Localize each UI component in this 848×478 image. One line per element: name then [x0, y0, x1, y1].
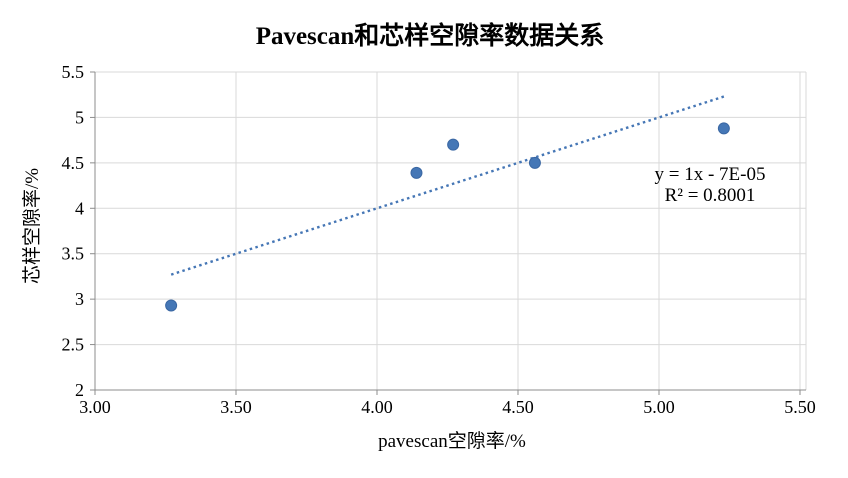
x-tick-label: 5.00 [643, 397, 675, 417]
y-tick-label: 2 [75, 380, 84, 400]
data-point-marker [410, 166, 423, 179]
x-axis-title: pavescan空隙率/% [378, 430, 526, 452]
x-tick-label: 3.00 [79, 397, 111, 417]
trendline-r-squared: R² = 0.8001 [665, 185, 756, 206]
data-point-marker [165, 299, 178, 312]
y-tick-label: 5.5 [62, 62, 85, 82]
y-tick-label: 4.5 [62, 153, 85, 173]
data-point-marker [528, 156, 541, 169]
y-axis-title: 芯样空隙率/% [21, 168, 43, 284]
y-tick-label: 3 [75, 289, 84, 309]
x-tick-label: 3.50 [220, 397, 252, 417]
trendline-equation: y = 1x - 7E-05 [655, 164, 766, 185]
y-tick-label: 4 [75, 198, 84, 218]
trendline [170, 95, 725, 276]
y-tick-label: 2.5 [62, 335, 85, 355]
y-tick-label: 3.5 [62, 244, 85, 264]
data-point-marker [447, 138, 460, 151]
x-tick-label: 4.00 [361, 397, 393, 417]
x-tick-label: 4.50 [502, 397, 534, 417]
data-point-marker [717, 122, 730, 135]
x-tick-label: 5.50 [784, 397, 816, 417]
chart-title: Pavescan和芯样空隙率数据关系 [256, 21, 605, 50]
plot-area: 2 2.5 3 3.5 4 4.5 5 5.5 3.00 3.50 4.00 4.50 5.00 5.50 [62, 62, 816, 417]
y-tick-label: 5 [75, 107, 84, 127]
